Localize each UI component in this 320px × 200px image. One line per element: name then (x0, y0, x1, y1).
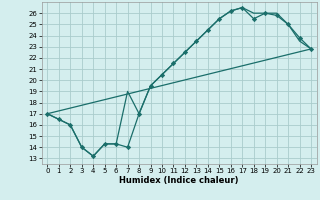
X-axis label: Humidex (Indice chaleur): Humidex (Indice chaleur) (119, 176, 239, 185)
